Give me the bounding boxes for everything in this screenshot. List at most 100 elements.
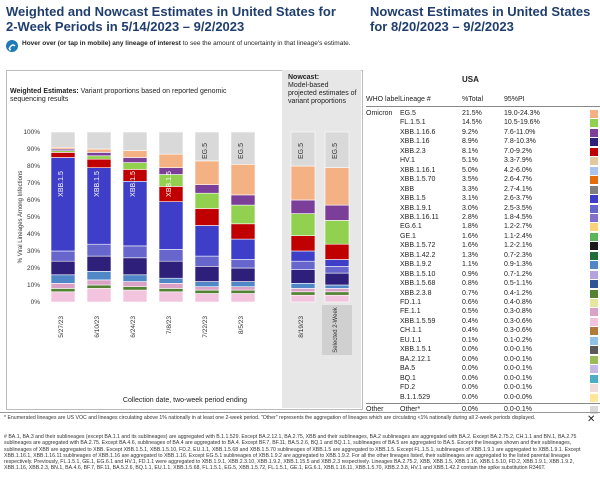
bar-segment[interactable] [324, 220, 350, 245]
bar-segment[interactable] [230, 194, 256, 206]
table-row[interactable]: XBB.1.16.11 2.8% 1.8-4.5% [366, 213, 600, 223]
bar-segment[interactable] [86, 131, 112, 150]
bar-segment[interactable] [290, 250, 316, 262]
bar-segment[interactable] [194, 289, 220, 294]
bar-segment[interactable] [50, 131, 76, 148]
table-row[interactable]: HV.1 5.1% 3.3-7.9% [366, 156, 600, 166]
bar-segment[interactable] [122, 274, 148, 282]
bar-segment[interactable] [290, 235, 316, 252]
table-row[interactable]: FL.1.5.1 14.5% 10.5-19.6% [366, 118, 600, 128]
bar-segment[interactable] [230, 164, 256, 196]
bar-segment[interactable] [122, 286, 148, 291]
bar-segment[interactable] [194, 208, 220, 226]
table-row[interactable]: GE.1 1.6% 1.1-2.4% [366, 232, 600, 242]
bar-segment[interactable] [290, 294, 316, 303]
bar-segment[interactable] [324, 265, 350, 274]
table-row[interactable]: XBB.1.5.70 3.5% 2.6-4.7% [366, 175, 600, 185]
bar-segment[interactable] [50, 274, 76, 284]
table-row[interactable]: XBB.2.3 8.1% 7.0-9.2% [366, 147, 600, 157]
table-row[interactable]: Other Other* 0.0% 0.0-0.1% [366, 405, 600, 415]
bar-segment[interactable] [290, 269, 316, 284]
bar-segment[interactable] [230, 223, 256, 240]
bar-segment[interactable] [86, 271, 112, 281]
bar-segment[interactable] [194, 184, 220, 194]
bar-segment[interactable] [122, 281, 148, 288]
bar-segment[interactable] [290, 260, 316, 271]
table-row[interactable]: XBB.1.5.68 0.8% 0.5-1.1% [366, 279, 600, 289]
table-row[interactable]: XBB.1.5 3.1% 2.6-3.7% [366, 194, 600, 204]
table-row[interactable]: XBB.1.5.72 1.6% 1.2-2.1% [366, 241, 600, 251]
table-row[interactable]: XBB.1.16.6 9.2% 7.6-11.0% [366, 128, 600, 138]
bar-segment[interactable] [86, 152, 112, 157]
bar-segment[interactable] [290, 131, 316, 167]
bar-segment[interactable] [230, 204, 256, 225]
bar-segment[interactable] [324, 294, 350, 303]
bar-segment[interactable] [230, 289, 256, 294]
bar-segment[interactable] [122, 150, 148, 158]
bar-segment[interactable] [194, 160, 220, 185]
bar-segment[interactable] [50, 250, 76, 262]
bar-segment[interactable] [86, 155, 112, 160]
bar-segment[interactable] [122, 257, 148, 276]
bar-segment[interactable] [86, 167, 112, 245]
bar-segment[interactable] [50, 157, 76, 252]
bar-segment[interactable] [194, 293, 220, 303]
bar-segment[interactable] [50, 291, 76, 303]
table-row[interactable]: EG.6.1 1.8% 1.2-2.7% [366, 222, 600, 232]
bar-segment[interactable] [230, 293, 256, 303]
bar-segment[interactable] [158, 277, 184, 284]
bar-segment[interactable] [158, 282, 184, 289]
bar-segment[interactable] [86, 284, 112, 289]
table-row[interactable]: B.1.1.529 0.0% 0.0-0.0% [366, 393, 600, 403]
bar-segment[interactable] [158, 201, 184, 250]
table-row[interactable]: XBB.1.5.10 0.9% 0.7-1.2% [366, 270, 600, 280]
bar-segment[interactable] [324, 291, 350, 296]
bar-segment[interactable] [122, 131, 148, 152]
bar-segment[interactable] [324, 288, 350, 293]
table-row[interactable]: BA.5 0.0% 0.0-0.1% [366, 364, 600, 374]
table-row[interactable]: XBB 3.3% 2.7-4.1% [366, 185, 600, 195]
bar-segment[interactable] [158, 249, 184, 262]
table-row[interactable]: XBB.1.9.1 3.0% 2.5-3.5% [366, 204, 600, 214]
bar-segment[interactable] [324, 167, 350, 206]
table-row[interactable]: XBB.2.3.8 0.7% 0.4-1.2% [366, 289, 600, 299]
bar-segment[interactable] [86, 158, 112, 168]
table-row[interactable]: CH.1.1 0.4% 0.3-0.6% [366, 326, 600, 336]
bar-segment[interactable] [158, 288, 184, 293]
bar-segment[interactable] [324, 131, 350, 169]
table-row[interactable]: EU.1.1 0.1% 0.1-0.2% [366, 336, 600, 346]
bar-segment[interactable] [194, 265, 220, 282]
bar-segment[interactable] [158, 291, 184, 303]
bar-segment[interactable] [194, 286, 220, 291]
bar-segment[interactable] [50, 288, 76, 293]
bar-segment[interactable] [122, 245, 148, 259]
table-row[interactable]: XBB.1.42.2 1.3% 0.7-2.3% [366, 251, 600, 261]
close-icon[interactable]: ✕ [587, 414, 596, 425]
bar-segment[interactable] [86, 243, 112, 257]
table-row[interactable]: Omicron EG.5 21.5% 19.0-24.3% [366, 109, 600, 119]
bar-segment[interactable] [290, 213, 316, 237]
bar-segment[interactable] [122, 157, 148, 163]
bar-segment[interactable] [324, 272, 350, 286]
table-row[interactable]: BQ.1 0.0% 0.0-0.1% [366, 374, 600, 384]
bar-segment[interactable] [194, 131, 220, 162]
table-row[interactable]: FD.1.1 0.6% 0.4-0.8% [366, 298, 600, 308]
bar-segment[interactable] [50, 152, 76, 158]
bar-segment[interactable] [324, 204, 350, 221]
table-row[interactable]: XBB.1.5.1 0.0% 0.0-0.1% [366, 345, 600, 355]
bar-segment[interactable] [194, 255, 220, 267]
table-row[interactable]: FE.1.1 0.5% 0.3-0.8% [366, 307, 600, 317]
bar-segment[interactable] [290, 282, 316, 289]
table-row[interactable]: BA.2.12.1 0.0% 0.0-0.1% [366, 355, 600, 365]
bar-segment[interactable] [158, 131, 184, 155]
bar-segment[interactable] [122, 162, 148, 170]
bar-segment[interactable] [324, 284, 350, 289]
table-row[interactable]: FD.2 0.0% 0.0-0.1% [366, 383, 600, 393]
bar-segment[interactable] [324, 259, 350, 267]
bar-segment[interactable] [290, 199, 316, 214]
bar-segment[interactable] [290, 165, 316, 201]
bar-segment[interactable] [290, 288, 316, 293]
bar-segment[interactable] [50, 260, 76, 276]
bar-segment[interactable] [86, 279, 112, 286]
bar-segment[interactable] [86, 148, 112, 153]
